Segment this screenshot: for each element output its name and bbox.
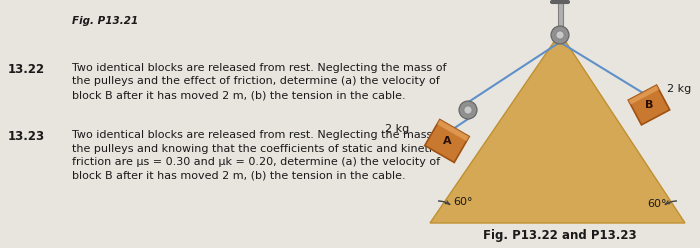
Circle shape (551, 26, 569, 44)
Text: 13.23: 13.23 (8, 130, 45, 143)
Circle shape (556, 31, 564, 39)
Text: 13.22: 13.22 (8, 63, 45, 76)
Text: Fig. P13.22 and P13.23: Fig. P13.22 and P13.23 (483, 229, 637, 242)
Polygon shape (437, 120, 469, 141)
Text: 60°: 60° (453, 197, 473, 207)
Text: block B after it has moved 2 m, (b) the tension in the cable.: block B after it has moved 2 m, (b) the … (72, 171, 405, 181)
Text: Two identical blocks are released from rest. Neglecting the mass of: Two identical blocks are released from r… (72, 130, 447, 140)
Text: 2 kg: 2 kg (385, 124, 409, 134)
Text: block B after it has moved 2 m, (b) the tension in the cable.: block B after it has moved 2 m, (b) the … (72, 90, 405, 100)
Polygon shape (629, 85, 670, 125)
Text: friction are μs = 0.30 and μk = 0.20, determine (a) the velocity of: friction are μs = 0.30 and μk = 0.20, de… (72, 157, 440, 167)
Text: A: A (442, 136, 452, 146)
Circle shape (459, 101, 477, 119)
Bar (557, 2, 563, 33)
Text: the pulleys and the effect of friction, determine (a) the velocity of: the pulleys and the effect of friction, … (72, 76, 440, 87)
Polygon shape (430, 33, 685, 223)
Polygon shape (425, 120, 469, 162)
Text: B: B (645, 100, 653, 110)
Text: Fig. P13.21: Fig. P13.21 (72, 16, 139, 26)
Text: the pulleys and knowing that the coefficients of static and kinetic: the pulleys and knowing that the coeffic… (72, 144, 438, 154)
Text: Two identical blocks are released from rest. Neglecting the mass of: Two identical blocks are released from r… (72, 63, 447, 73)
Text: 2 kg: 2 kg (667, 84, 692, 94)
Polygon shape (629, 85, 659, 105)
Circle shape (464, 106, 472, 114)
Text: 60°: 60° (647, 199, 666, 209)
